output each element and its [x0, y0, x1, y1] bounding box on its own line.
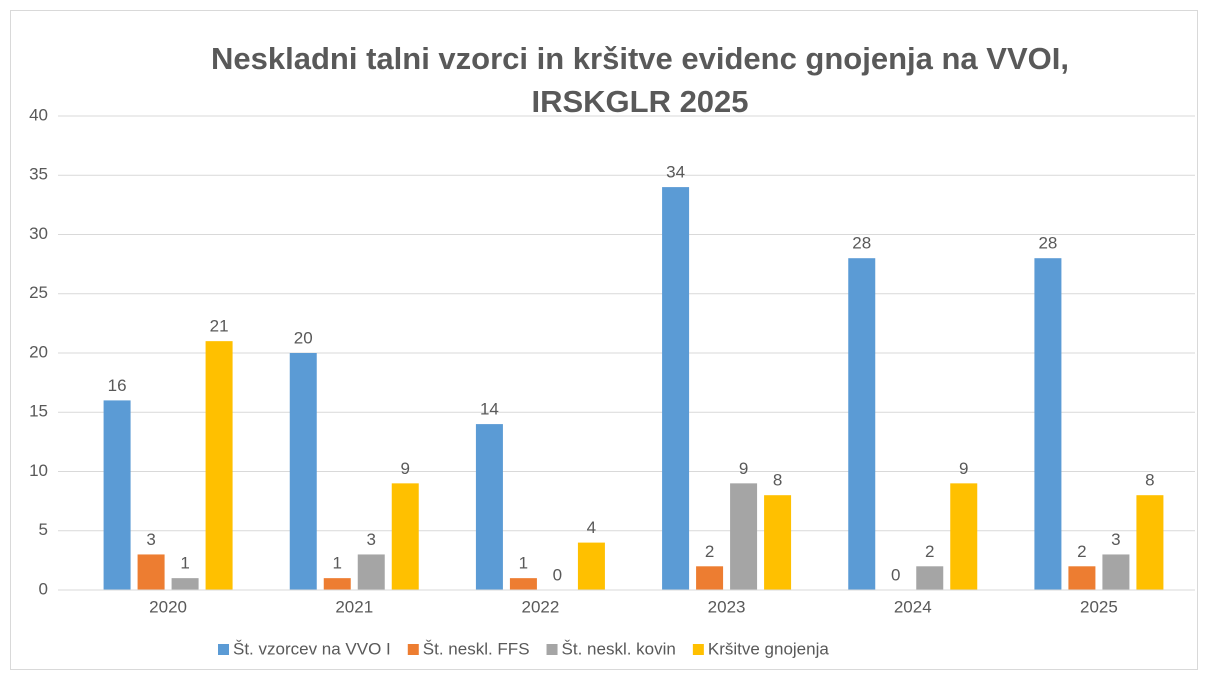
- bar: [509, 578, 537, 590]
- data-label: 4: [587, 518, 596, 537]
- bar: [289, 353, 317, 590]
- bar: [137, 554, 165, 590]
- data-label: 1: [333, 554, 342, 573]
- data-label: 16: [108, 376, 127, 395]
- data-label: 9: [401, 459, 410, 478]
- chart-title: IRSKGLR 2025: [531, 84, 748, 119]
- bar: [323, 578, 351, 590]
- data-label: 21: [210, 317, 229, 336]
- data-label: 2: [705, 542, 714, 561]
- legend-label: Št. vzorcev na VVO I: [233, 639, 391, 658]
- y-tick-label: 5: [39, 520, 48, 539]
- bar: [577, 542, 605, 590]
- bar: [1102, 554, 1130, 590]
- y-tick-label: 20: [29, 342, 48, 361]
- data-label: 2: [1077, 542, 1086, 561]
- bar: [475, 424, 503, 590]
- y-tick-label: 15: [29, 402, 48, 421]
- data-label: 9: [959, 459, 968, 478]
- bar: [696, 566, 724, 590]
- data-label: 28: [852, 234, 871, 253]
- bar: [764, 495, 792, 590]
- bar: [103, 400, 131, 590]
- bar: [1034, 258, 1062, 590]
- data-label: 34: [666, 163, 685, 182]
- x-tick-label: 2022: [522, 597, 560, 616]
- legend-label: Št. neskl. kovin: [562, 639, 676, 658]
- x-tick-label: 2024: [894, 597, 932, 616]
- y-tick-label: 10: [29, 461, 48, 480]
- y-tick-label: 40: [29, 105, 48, 124]
- data-label: 20: [294, 328, 313, 347]
- data-label: 0: [553, 565, 562, 584]
- x-tick-label: 2021: [335, 597, 373, 616]
- data-label: 0: [891, 565, 900, 584]
- y-tick-label: 35: [29, 165, 48, 184]
- bar: [357, 554, 385, 590]
- data-label: 1: [519, 554, 528, 573]
- bar: [730, 483, 758, 590]
- data-label: 8: [1145, 471, 1154, 490]
- bar: [848, 258, 876, 590]
- x-tick-label: 2025: [1080, 597, 1118, 616]
- legend-swatch: [546, 644, 558, 655]
- legend-swatch: [407, 644, 419, 655]
- data-label: 28: [1038, 234, 1057, 253]
- bar: [205, 341, 233, 590]
- x-tick-label: 2023: [708, 597, 746, 616]
- data-label: 8: [773, 471, 782, 490]
- legend-label: Št. neskl. FFS: [423, 639, 530, 658]
- data-label: 3: [367, 530, 376, 549]
- y-tick-label: 30: [29, 224, 48, 243]
- bar: [1136, 495, 1164, 590]
- bar: [662, 187, 690, 590]
- bar: [171, 578, 199, 590]
- chart-title: Neskladni talni vzorci in kršitve eviden…: [211, 41, 1069, 76]
- data-label: 3: [1111, 530, 1120, 549]
- x-tick-label: 2020: [149, 597, 187, 616]
- bar: [916, 566, 944, 590]
- bar: [1068, 566, 1096, 590]
- bar: [391, 483, 419, 590]
- data-label: 1: [180, 554, 189, 573]
- bar: [950, 483, 978, 590]
- data-label: 14: [480, 400, 499, 419]
- legend-label: Kršitve gnojenja: [708, 639, 830, 658]
- y-tick-label: 25: [29, 283, 48, 302]
- data-label: 2: [925, 542, 934, 561]
- legend-swatch: [218, 644, 229, 655]
- data-label: 3: [146, 530, 155, 549]
- legend-swatch: [692, 644, 704, 655]
- data-label: 9: [739, 459, 748, 478]
- y-tick-label: 0: [39, 579, 48, 598]
